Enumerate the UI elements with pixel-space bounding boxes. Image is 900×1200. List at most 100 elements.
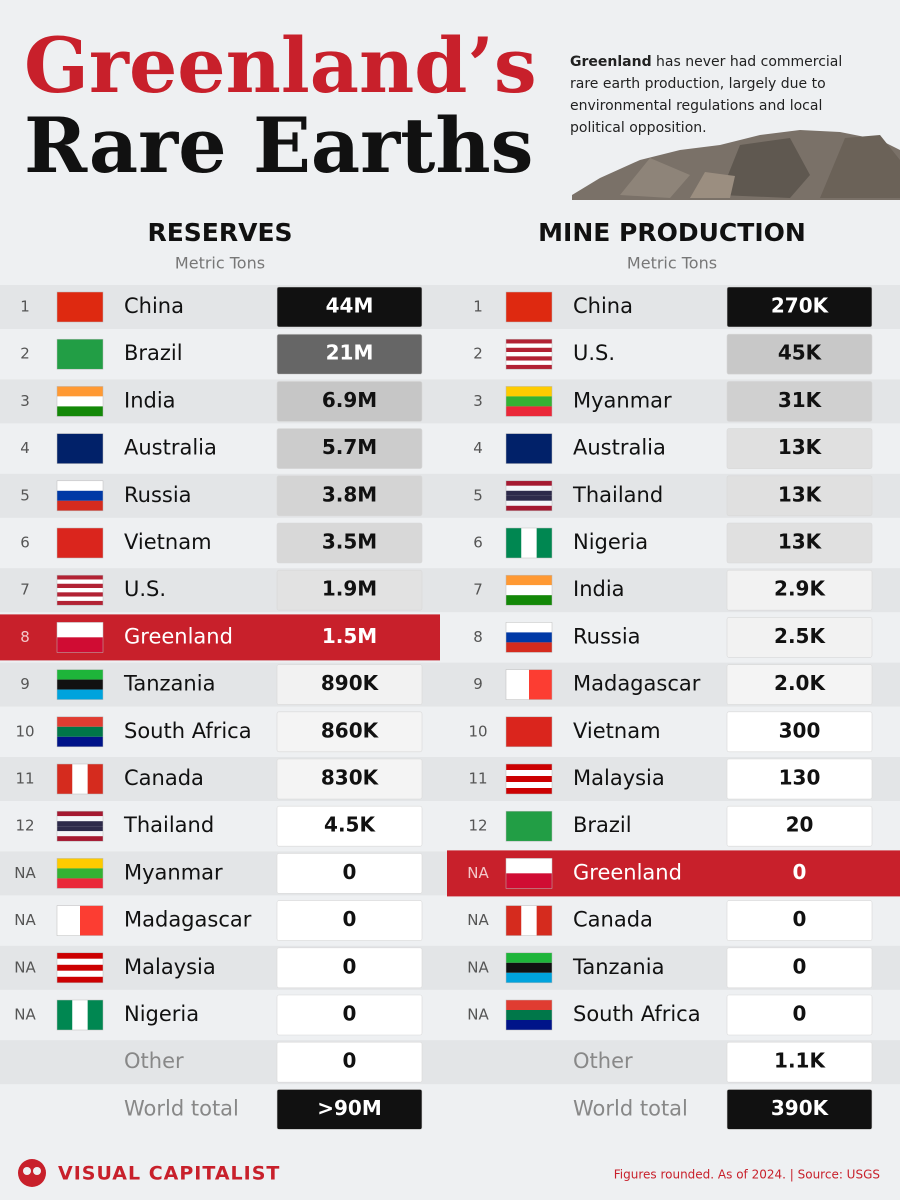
flag-border — [505, 716, 553, 748]
flag-stripe — [57, 583, 103, 589]
value: 0 — [793, 1002, 807, 1026]
value: 2.0K — [774, 671, 826, 695]
flag-stripe — [506, 500, 552, 506]
flag — [56, 433, 104, 464]
flag — [56, 338, 104, 370]
value-box — [726, 758, 873, 800]
flag-stripe — [57, 592, 103, 597]
note-bold: Greenland — [570, 54, 652, 70]
country: Russia — [124, 483, 192, 507]
value-box — [276, 664, 423, 705]
value: 5.7M — [322, 435, 377, 459]
flag-border — [505, 905, 553, 936]
flag-stripe — [57, 433, 103, 464]
value: 830K — [321, 766, 380, 790]
flag — [505, 810, 553, 842]
flag-stripe — [87, 1000, 103, 1030]
rank: 1 — [473, 298, 483, 316]
country: Canada — [124, 766, 204, 790]
value: 1.5M — [322, 624, 377, 648]
flag-stripe — [506, 962, 552, 973]
flag-stripe — [57, 490, 103, 501]
note-line: environmental regulations and local — [570, 98, 822, 114]
value: 0 — [343, 907, 357, 931]
flag-stripe — [506, 873, 552, 889]
country: India — [124, 388, 176, 412]
rank: 12 — [468, 817, 487, 835]
flag-border — [56, 527, 104, 559]
table-subtitle: Metric Tons — [627, 254, 717, 273]
flag-stripe — [57, 596, 103, 601]
table-title: RESERVES — [147, 218, 292, 247]
flag-stripe — [506, 1020, 552, 1030]
rank: 8 — [473, 628, 483, 646]
rank: NA — [14, 1006, 36, 1024]
country: Vietnam — [573, 719, 661, 743]
flag-border — [56, 858, 104, 889]
value-box — [276, 711, 423, 753]
value-box — [276, 333, 423, 375]
flag-stripe — [57, 622, 103, 638]
note-rest: has never had commercial — [656, 54, 842, 70]
value-box — [276, 758, 423, 800]
flag — [56, 952, 104, 984]
country: Other — [573, 1049, 633, 1073]
flag — [505, 669, 553, 700]
flag — [505, 527, 553, 559]
value-box — [276, 428, 423, 469]
source: Figures rounded. As of 2024. | Source: U… — [614, 1168, 880, 1182]
value: 130 — [779, 766, 821, 790]
value-box — [726, 333, 873, 375]
flag-stripe — [506, 764, 552, 770]
flag — [505, 763, 553, 795]
flag-stripe — [57, 821, 103, 827]
flag-border — [56, 480, 104, 512]
flag-stripe — [521, 905, 537, 936]
flag-border — [505, 527, 553, 559]
flag-stripe — [87, 764, 103, 794]
flag — [56, 386, 104, 417]
country: Nigeria — [124, 1002, 199, 1026]
flag-stripe — [57, 836, 103, 842]
country: Australia — [573, 436, 666, 460]
flag-stripe — [57, 679, 103, 690]
flag-stripe — [72, 1000, 88, 1030]
flag-stripe — [57, 528, 103, 558]
flag-stripe — [506, 575, 552, 586]
flag-border — [505, 952, 553, 984]
flag-stripe — [57, 292, 103, 322]
value-box — [726, 381, 873, 422]
flag-stripe — [506, 972, 552, 983]
value: 13K — [778, 530, 823, 554]
rank: 2 — [473, 345, 483, 363]
country: Other — [124, 1049, 184, 1073]
flag-border — [56, 763, 104, 795]
flag-stripe — [536, 528, 552, 558]
country: World total — [573, 1096, 688, 1120]
flag-stripe — [506, 292, 552, 322]
flag — [56, 763, 104, 795]
flag — [56, 905, 104, 936]
title-line-2: Rare Earths — [24, 101, 533, 190]
flag — [505, 338, 553, 370]
flag-border — [505, 622, 553, 653]
value-box — [726, 522, 873, 564]
flag-border — [56, 291, 104, 323]
flag-stripe — [506, 339, 552, 344]
flag-stripe — [57, 339, 103, 370]
flag-stripe — [57, 588, 103, 593]
country: Canada — [573, 908, 653, 932]
rank: NA — [14, 958, 36, 976]
flag-border — [56, 952, 104, 984]
rank: 9 — [473, 675, 483, 693]
flag — [505, 433, 553, 464]
flag-stripe — [57, 500, 103, 511]
flag-stripe — [506, 716, 552, 747]
note-line: rare earth production, largely due to — [570, 76, 826, 92]
flag-stripe — [536, 905, 552, 936]
value: 270K — [771, 294, 830, 318]
flag-stripe — [506, 356, 552, 361]
flag-stripe — [506, 490, 552, 496]
flag-stripe — [57, 976, 103, 983]
flag-stripe — [57, 736, 103, 747]
